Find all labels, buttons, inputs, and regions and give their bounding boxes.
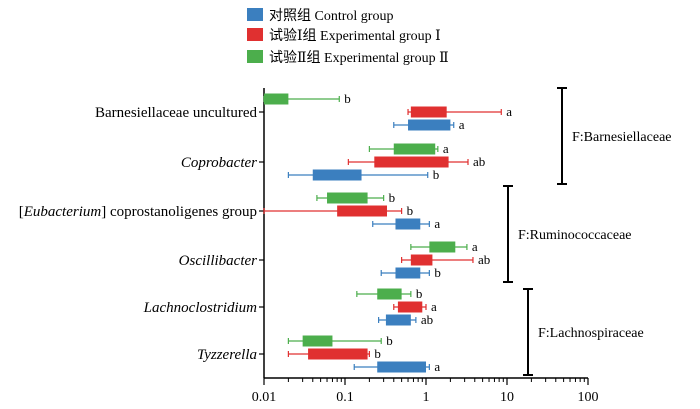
category-label: Barnesiellaceae uncultured: [95, 105, 257, 121]
significance-label: a: [506, 104, 512, 119]
family-label: F:Lachnospiraceae: [538, 326, 644, 341]
legend-swatch-exp1: [247, 28, 263, 41]
category-label: Oscillibacter: [179, 253, 257, 269]
box-exp2: b: [287, 333, 393, 348]
box-exp1: a: [407, 104, 512, 119]
significance-label: a: [459, 117, 465, 132]
box-exp2: b: [316, 190, 396, 205]
box-rect: [393, 143, 436, 155]
box-rect: [408, 119, 451, 131]
box-rect: [410, 106, 447, 118]
significance-label: b: [407, 203, 414, 218]
box-exp1: b: [287, 346, 381, 361]
box-control: a: [353, 359, 440, 374]
box-rect: [302, 335, 333, 347]
box-exp1: ab: [347, 154, 485, 169]
family-bracket: F:Ruminococcaceae: [503, 185, 632, 283]
box-control: a: [393, 117, 465, 132]
box-exp1: ab: [401, 252, 490, 267]
box-exp2: b: [356, 286, 423, 301]
x-tick-label: 0.01: [252, 390, 277, 405]
box-rect: [312, 169, 362, 181]
box-rect: [385, 314, 411, 326]
legend-label-exp2: 试验Ⅱ组 Experimental group Ⅱ: [269, 50, 449, 66]
box-exp2: b: [263, 91, 351, 106]
significance-label: b: [389, 190, 396, 205]
x-tick-label: 1: [423, 390, 430, 405]
significance-label: b: [433, 167, 440, 182]
legend-swatch-exp2: [247, 50, 263, 63]
box-rect: [377, 288, 402, 300]
box-rect: [327, 192, 368, 204]
significance-label: ab: [473, 154, 485, 169]
category-label: Tyzzerella: [197, 347, 257, 363]
box-rect: [395, 218, 421, 230]
box-rect: [410, 254, 433, 266]
box-rect: [308, 348, 368, 360]
family-label: F:Ruminococcaceae: [518, 228, 632, 243]
legend-label-control: 对照组 Control group: [269, 8, 393, 24]
box-control: a: [372, 216, 440, 231]
significance-label: a: [434, 359, 440, 374]
significance-label: a: [472, 239, 478, 254]
family-brackets: F:Barnesiellaceae F:Ruminococcaceae F:Lach…: [503, 87, 672, 376]
family-bracket: F:Lachnospiraceae: [523, 288, 644, 376]
box-exp1: b: [263, 203, 414, 218]
box-rect: [374, 156, 449, 168]
significance-label: b: [374, 346, 381, 361]
significance-label: b: [386, 333, 393, 348]
category-label: Lachnoclostridium: [143, 300, 258, 316]
chart-legend: 对照组 Control group 试验Ⅰ组 Experimental group…: [247, 8, 449, 66]
box-exp2: a: [410, 239, 478, 254]
category-label: Coprobacter: [181, 155, 257, 171]
box-control: ab: [378, 312, 433, 327]
box-control: b: [380, 265, 441, 280]
category-label: [Eubacterium] coprostanoligenes group: [19, 204, 257, 220]
box-exp2: a: [368, 141, 449, 156]
significance-label: a: [431, 299, 437, 314]
box-rect: [429, 241, 456, 253]
significance-label: a: [434, 216, 440, 231]
box-rect: [264, 93, 289, 105]
box-rect: [377, 361, 426, 373]
box-rect: [397, 301, 423, 313]
x-tick-label: 10: [500, 390, 514, 405]
significance-label: ab: [421, 312, 433, 327]
significance-label: b: [344, 91, 351, 106]
significance-label: b: [416, 286, 423, 301]
legend-label-exp1: 试验Ⅰ组 Experimental group Ⅰ: [269, 28, 441, 44]
family-bracket: F:Barnesiellaceae: [557, 87, 672, 185]
significance-label: ab: [478, 252, 490, 267]
x-tick-label: 0.1: [336, 390, 354, 405]
box-rect: [337, 205, 387, 217]
chart-axes: 0.01 0.1 1 10 100 Barnesiellaceae uncultured C…: [19, 88, 599, 405]
legend-swatch-control: [247, 8, 263, 21]
box-rect: [395, 267, 421, 279]
significance-label: b: [434, 265, 441, 280]
family-label: F:Barnesiellaceae: [572, 130, 672, 145]
box-control: b: [287, 167, 440, 182]
x-tick-label: 100: [578, 390, 599, 405]
box-exp1: a: [393, 299, 437, 314]
significance-label: a: [443, 141, 449, 156]
